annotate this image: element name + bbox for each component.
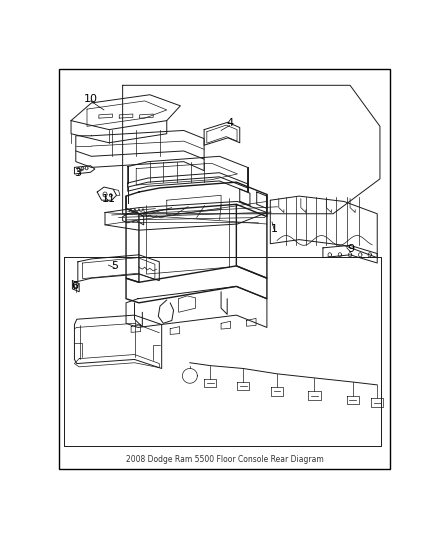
Text: 9: 9	[347, 245, 354, 254]
Text: 11: 11	[101, 193, 115, 204]
Text: 4: 4	[226, 118, 233, 128]
Text: 1: 1	[271, 224, 278, 234]
Text: 2008 Dodge Ram 5500 Floor Console Rear Diagram: 2008 Dodge Ram 5500 Floor Console Rear D…	[126, 455, 323, 464]
Text: 6: 6	[71, 281, 78, 292]
Text: 3: 3	[74, 168, 81, 177]
Text: 5: 5	[112, 261, 119, 271]
Text: 10: 10	[83, 94, 97, 104]
